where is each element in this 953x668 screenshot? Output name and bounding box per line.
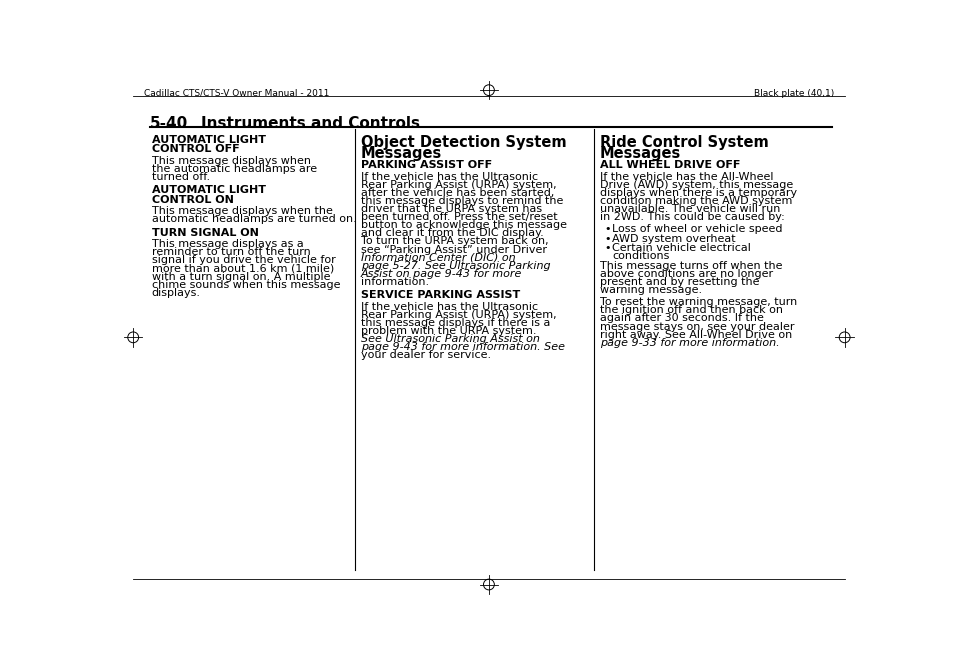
Text: the ignition off and then back on: the ignition off and then back on [599,305,781,315]
Text: more than about 1.6 km (1 mile): more than about 1.6 km (1 mile) [152,263,334,273]
Text: TURN SIGNAL ON: TURN SIGNAL ON [152,228,258,238]
Text: above conditions are no longer: above conditions are no longer [599,269,772,279]
Text: after the vehicle has been started,: after the vehicle has been started, [360,188,554,198]
Text: signal if you drive the vehicle for: signal if you drive the vehicle for [152,255,335,265]
Text: This message turns off when the: This message turns off when the [599,261,781,271]
Text: CONTROL ON: CONTROL ON [152,194,233,204]
Text: unavailable. The vehicle will run: unavailable. The vehicle will run [599,204,780,214]
Text: •: • [604,224,610,234]
Text: again after 30 seconds. If the: again after 30 seconds. If the [599,313,762,323]
Text: Rear Parking Assist (URPA) system,: Rear Parking Assist (URPA) system, [360,310,557,320]
Text: AWD system overheat: AWD system overheat [612,234,735,244]
Text: present and by resetting the: present and by resetting the [599,277,759,287]
Text: CONTROL OFF: CONTROL OFF [152,144,239,154]
Text: Ride Control System: Ride Control System [599,135,768,150]
Text: in 2WD. This could be caused by:: in 2WD. This could be caused by: [599,212,783,222]
Text: button to acknowledge this message: button to acknowledge this message [360,220,566,230]
Text: chime sounds when this message: chime sounds when this message [152,280,340,290]
Text: Object Detection System: Object Detection System [360,135,566,150]
Text: displays when there is a temporary: displays when there is a temporary [599,188,796,198]
Text: message stays on, see your dealer: message stays on, see your dealer [599,321,794,331]
Text: See Ultrasonic Parking Assist on: See Ultrasonic Parking Assist on [360,334,539,344]
Text: SERVICE PARKING ASSIST: SERVICE PARKING ASSIST [360,291,519,301]
Text: If the vehicle has the Ultrasonic: If the vehicle has the Ultrasonic [360,302,537,312]
Text: This message displays when the: This message displays when the [152,206,333,216]
Text: To reset the warning message, turn: To reset the warning message, turn [599,297,796,307]
Text: •: • [604,234,610,244]
Text: see “Parking Assist” under Driver: see “Parking Assist” under Driver [360,244,546,255]
Text: page 9-33 for more information.: page 9-33 for more information. [599,338,779,348]
Text: automatic headlamps are turned on.: automatic headlamps are turned on. [152,214,356,224]
Text: Drive (AWD) system, this message: Drive (AWD) system, this message [599,180,792,190]
Text: •: • [604,243,610,253]
Text: AUTOMATIC LIGHT: AUTOMATIC LIGHT [152,135,266,145]
Text: If the vehicle has the Ultrasonic: If the vehicle has the Ultrasonic [360,172,537,182]
Text: problem with the URPA system.: problem with the URPA system. [360,326,536,336]
Text: page 9-43 for more information. See: page 9-43 for more information. See [360,342,564,352]
Text: driver that the URPA system has: driver that the URPA system has [360,204,541,214]
Text: This message displays as a: This message displays as a [152,239,303,249]
Text: this message displays if there is a: this message displays if there is a [360,318,550,328]
Text: 5-40: 5-40 [150,116,189,130]
Text: turned off.: turned off. [152,172,210,182]
Text: AUTOMATIC LIGHT: AUTOMATIC LIGHT [152,185,266,195]
Text: Messages: Messages [360,146,442,160]
Text: Certain vehicle electrical: Certain vehicle electrical [612,243,750,253]
Text: this message displays to remind the: this message displays to remind the [360,196,563,206]
Text: been turned off. Press the set/reset: been turned off. Press the set/reset [360,212,558,222]
Text: information.: information. [360,277,429,287]
Text: reminder to turn off the turn: reminder to turn off the turn [152,247,311,257]
Text: page 5-27. See Ultrasonic Parking: page 5-27. See Ultrasonic Parking [360,261,550,271]
Text: warning message.: warning message. [599,285,701,295]
Text: Black plate (40,1): Black plate (40,1) [753,89,833,98]
Text: Cadillac CTS/CTS-V Owner Manual - 2011: Cadillac CTS/CTS-V Owner Manual - 2011 [144,89,329,98]
Text: with a turn signal on. A multiple: with a turn signal on. A multiple [152,271,330,281]
Text: displays.: displays. [152,288,200,298]
Text: Loss of wheel or vehicle speed: Loss of wheel or vehicle speed [612,224,781,234]
Text: conditions: conditions [612,251,669,261]
Text: If the vehicle has the All-Wheel: If the vehicle has the All-Wheel [599,172,773,182]
Text: ALL WHEEL DRIVE OFF: ALL WHEEL DRIVE OFF [599,160,740,170]
Text: condition making the AWD system: condition making the AWD system [599,196,791,206]
Text: To turn the URPA system back on,: To turn the URPA system back on, [360,236,548,246]
Text: Messages: Messages [599,146,680,160]
Text: and clear it from the DIC display.: and clear it from the DIC display. [360,228,543,238]
Text: right away. See All-Wheel Drive on: right away. See All-Wheel Drive on [599,329,791,339]
Text: This message displays when: This message displays when [152,156,311,166]
Text: PARKING ASSIST OFF: PARKING ASSIST OFF [360,160,492,170]
Text: the automatic headlamps are: the automatic headlamps are [152,164,316,174]
Text: Rear Parking Assist (URPA) system,: Rear Parking Assist (URPA) system, [360,180,557,190]
Text: Information Center (DIC) on: Information Center (DIC) on [360,253,516,263]
Text: Assist on page 9-43 for more: Assist on page 9-43 for more [360,269,522,279]
Text: Instruments and Controls: Instruments and Controls [200,116,419,130]
Text: your dealer for service.: your dealer for service. [360,351,491,361]
